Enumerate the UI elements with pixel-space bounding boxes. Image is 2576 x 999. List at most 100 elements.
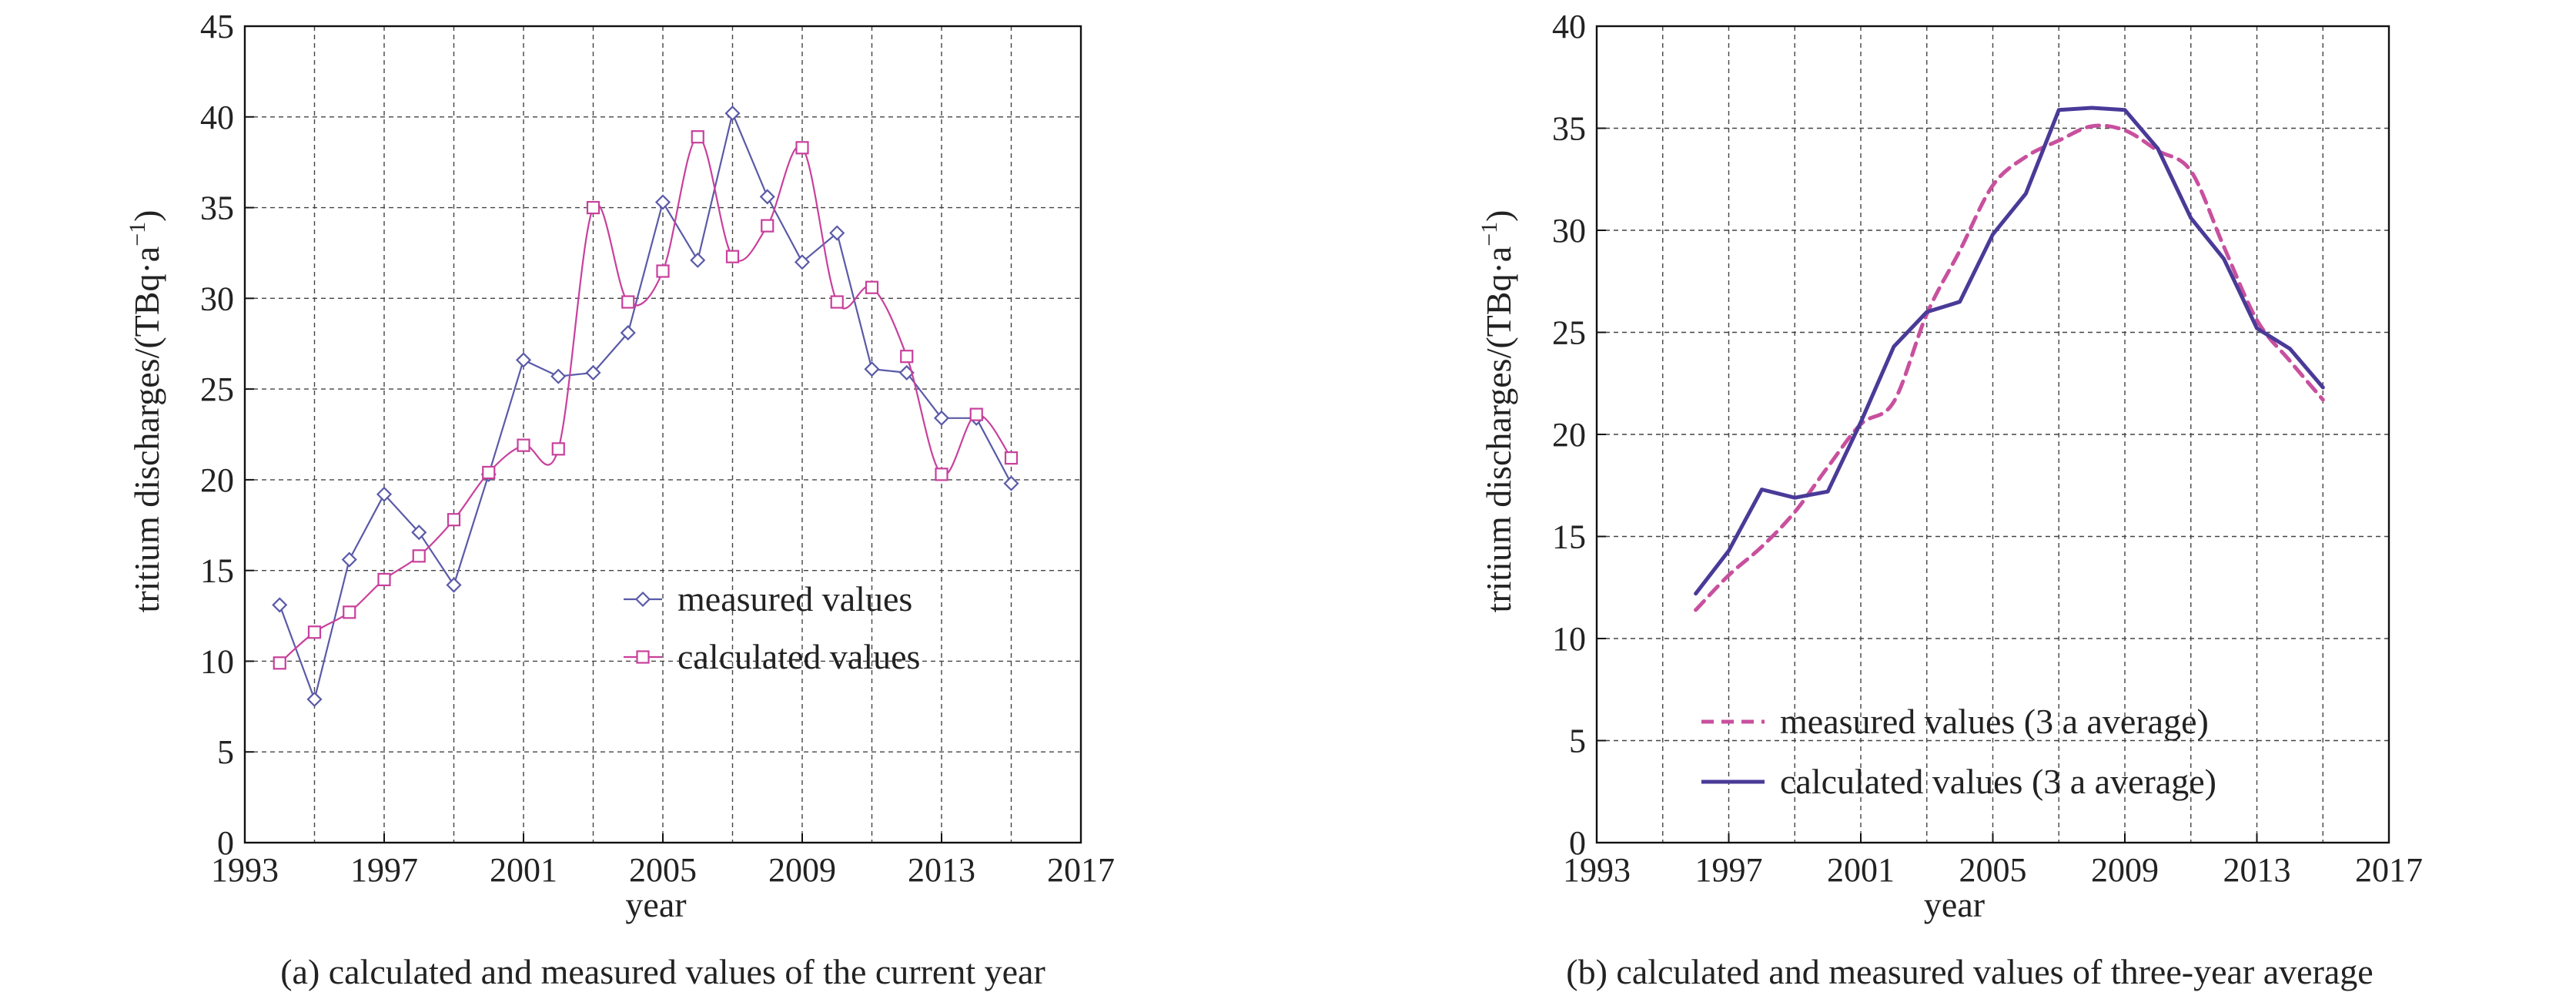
data-point-diamond <box>829 225 845 241</box>
y-axis-label: tritium discharges/(TBq·a−1) <box>1477 210 1518 613</box>
data-point-square <box>725 250 740 263</box>
data-point-square <box>621 295 635 309</box>
data-point-diamond <box>794 254 811 270</box>
x-tick-label: 1997 <box>1695 851 1763 889</box>
y-tick-label: 30 <box>1552 212 1586 250</box>
data-point-diamond <box>654 194 671 210</box>
legend-marker-square <box>636 650 650 664</box>
data-point-square <box>307 625 322 639</box>
y-tick-label: 20 <box>200 461 234 499</box>
legend: measured values calculated values <box>624 579 920 676</box>
data-point-square <box>900 350 914 364</box>
y-axis-label-close: ) <box>127 210 166 222</box>
data-point-diamond <box>690 252 706 268</box>
data-point-square <box>586 200 601 215</box>
x-axis: 1993 1997 2001 2005 2009 2013 2017 <box>1563 833 2423 889</box>
x-tick-label: 2017 <box>1047 851 1115 889</box>
x-tick-label: 1993 <box>211 851 279 889</box>
data-point-square <box>830 295 844 309</box>
legend-label: calculated values <box>677 637 920 676</box>
series-2 <box>1694 106 2325 596</box>
data-point-square <box>1004 451 1019 465</box>
x-tick-label: 2001 <box>490 851 557 889</box>
data-point-square <box>447 513 461 527</box>
x-axis-label: year <box>625 885 686 924</box>
figure-caption: (b) calculated and measured values of th… <box>1566 952 2373 991</box>
series-line <box>1694 106 2325 596</box>
series-square-2 <box>273 130 1019 670</box>
x-axis-label: year <box>1924 885 1985 924</box>
data-point-diamond <box>933 410 950 426</box>
x-axis: 1993 1997 2001 2005 2009 2013 2017 <box>211 833 1115 889</box>
data-point-square <box>412 549 426 563</box>
grid <box>245 26 1081 843</box>
x-tick-label: 2013 <box>908 851 975 889</box>
data-point-square <box>656 264 670 278</box>
legend-entry: calculated values <box>624 637 920 676</box>
data-point-diamond <box>376 486 393 502</box>
y-axis-label-superscript: −1 <box>1477 222 1502 246</box>
y-tick-label: 5 <box>1569 722 1586 760</box>
y-tick-label: 20 <box>1552 416 1586 454</box>
data-point-square <box>377 572 391 587</box>
figure-caption: (a) calculated and measured values of th… <box>280 952 1045 991</box>
y-tick-label: 15 <box>200 552 234 590</box>
x-tick-label: 2005 <box>629 851 697 889</box>
y-tick-label: 40 <box>1552 8 1586 45</box>
data-point-diamond <box>411 525 427 541</box>
data-point-diamond <box>1003 475 1019 491</box>
y-tick-label: 15 <box>1552 518 1586 556</box>
legend-entry: calculated values (3 a average) <box>1701 762 2216 801</box>
y-tick-label: 5 <box>217 733 234 771</box>
x-tick-label: 2001 <box>1827 851 1895 889</box>
y-tick-label: 25 <box>1552 314 1586 352</box>
x-tick-label: 1993 <box>1563 851 1631 889</box>
y-tick-label: 10 <box>1552 620 1586 658</box>
data-point-square <box>969 407 983 421</box>
legend-entry: measured values (3 a average) <box>1701 702 2209 741</box>
x-tick-label: 2009 <box>768 851 836 889</box>
data-point-diamond <box>620 325 636 341</box>
y-axis-label-close: ) <box>1479 210 1518 222</box>
series-diamond-1 <box>272 106 1019 707</box>
x-tick-label: 2017 <box>2355 851 2423 889</box>
data-point-square <box>691 130 704 144</box>
y-tick-label: 10 <box>200 642 234 680</box>
y-axis-label: tritium discharges/(TBq·a−1) <box>125 210 166 613</box>
legend-entry: measured values <box>624 579 912 619</box>
data-point-square <box>273 656 286 670</box>
x-tick-label: 2013 <box>2223 851 2291 889</box>
legend: measured values (3 a average) calculated … <box>1701 702 2216 801</box>
chart-panel-b: 1993 1997 2001 2005 2009 2013 2017 0 5 10 15 20 25 30… <box>1477 8 2423 991</box>
x-tick-label: 2009 <box>2091 851 2159 889</box>
y-tick-label: 30 <box>200 280 234 317</box>
series-line <box>1694 123 2325 612</box>
data-point-square <box>517 438 530 452</box>
y-axis-label-text: tritium discharges/(TBq·a <box>1479 246 1518 613</box>
y-tick-label: 0 <box>217 824 234 862</box>
x-tick-label: 1997 <box>350 851 418 889</box>
data-point-diamond <box>515 352 532 368</box>
data-point-diamond <box>550 368 567 384</box>
data-point-diamond <box>864 361 880 377</box>
data-point-diamond <box>341 551 357 568</box>
chart-panel-a: 1993 1997 2001 2005 2009 2013 2017 0 5 10 15 20 25 30… <box>125 8 1115 991</box>
y-tick-label: 45 <box>200 8 234 45</box>
series-line <box>279 112 1012 700</box>
data-point-diamond <box>724 106 741 122</box>
data-point-diamond <box>272 597 288 613</box>
y-tick-label: 25 <box>200 370 234 408</box>
data-point-square <box>935 468 948 481</box>
legend-marker-diamond <box>634 591 651 608</box>
series-1 <box>1694 123 2325 612</box>
data-point-diamond <box>585 364 601 380</box>
x-tick-label: 2005 <box>1959 851 2027 889</box>
data-point-square <box>551 442 565 456</box>
data-point-square <box>795 141 809 155</box>
y-axis-label-text: tritium discharges/(TBq·a <box>127 246 166 613</box>
data-point-diamond <box>759 189 775 205</box>
series-line <box>279 136 1012 664</box>
data-point-square <box>761 219 774 233</box>
y-tick-label: 35 <box>1552 110 1586 148</box>
